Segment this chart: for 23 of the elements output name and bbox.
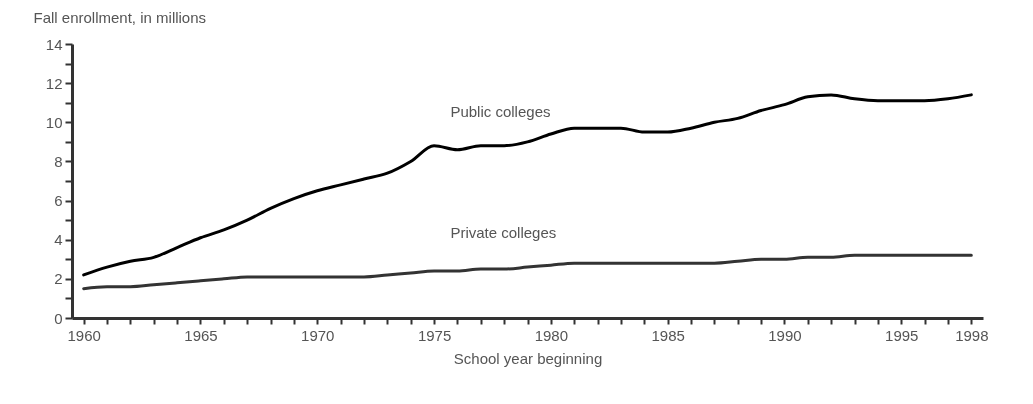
x-tick-label: 1975 bbox=[417, 326, 452, 344]
x-tick-label: 1985 bbox=[651, 326, 685, 344]
series-label: Private colleges bbox=[450, 224, 557, 242]
y-tick-label: 8 bbox=[54, 152, 63, 170]
y-tick-label: 4 bbox=[54, 231, 63, 249]
x-tick-label: 1970 bbox=[301, 326, 335, 344]
y-tick-label: 14 bbox=[45, 35, 63, 53]
y-tick-label: 0 bbox=[54, 309, 63, 327]
x-tick-label: 1965 bbox=[184, 326, 218, 344]
x-tick-label: 1995 bbox=[885, 326, 919, 344]
y-tick-label: 10 bbox=[45, 113, 63, 131]
x-tick-label: 1980 bbox=[534, 326, 569, 344]
y-tick-label: 6 bbox=[54, 192, 63, 210]
y-axis-title: Fall enrollment, in millions bbox=[33, 8, 207, 26]
x-axis-title: School year beginning bbox=[453, 349, 603, 367]
y-tick-label: 2 bbox=[54, 270, 63, 288]
y-tick-label: 12 bbox=[45, 74, 63, 92]
x-tick-label: 1998 bbox=[955, 326, 989, 344]
x-tick-label: 1990 bbox=[768, 326, 802, 344]
line-series bbox=[82, 93, 973, 277]
line-series bbox=[82, 253, 973, 291]
series-label: Public colleges bbox=[450, 102, 551, 120]
x-tick-label: 1960 bbox=[67, 326, 101, 344]
